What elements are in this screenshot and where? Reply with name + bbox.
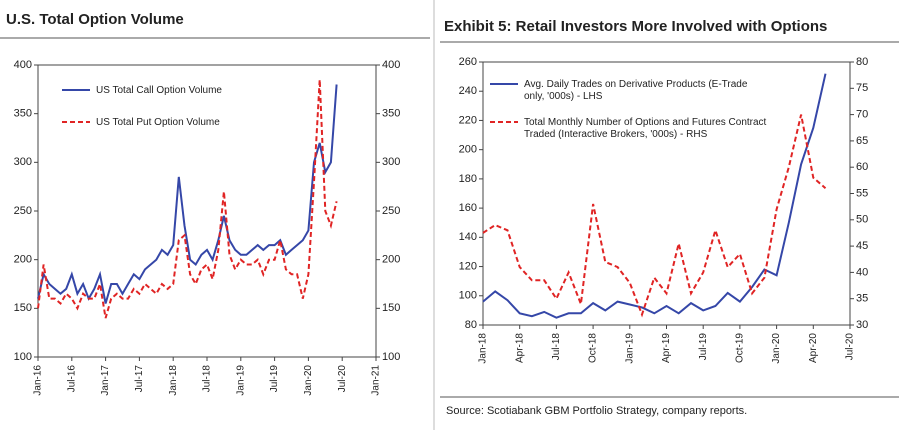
y2-tick-label: 40 [856, 266, 868, 278]
y2-tick-label: 75 [856, 82, 868, 94]
x-tick-label: Jan-20 [303, 365, 314, 396]
y2-tick-label: 350 [382, 108, 400, 120]
x-tick-label: Oct-19 [735, 333, 746, 363]
y2-tick-label: 65 [856, 135, 868, 147]
y2-tick-label: 100 [382, 351, 400, 363]
y-tick-label: 260 [459, 56, 477, 68]
x-tick-label: Jul-20 [845, 333, 856, 361]
y-tick-label: 220 [459, 114, 477, 126]
x-tick-label: Jan-17 [100, 365, 111, 396]
x-tick-label: Apr-19 [661, 333, 672, 363]
x-tick-label: Jan-19 [624, 333, 635, 364]
legend-label: Avg. Daily Trades on Derivative Products… [524, 79, 748, 102]
chart-title: Exhibit 5: Retail Investors More Involve… [444, 18, 827, 35]
x-tick-label: Jan-16 [33, 365, 44, 396]
y-tick-label: 240 [459, 85, 477, 97]
y-tick-label: 80 [465, 319, 477, 331]
y-tick-label: 180 [459, 173, 477, 185]
y2-tick-label: 45 [856, 240, 868, 252]
x-tick-label: Jan-21 [371, 365, 382, 396]
y2-tick-label: 60 [856, 161, 868, 173]
series-line [37, 84, 338, 304]
series-line [37, 79, 338, 319]
x-tick-label: Apr-18 [514, 333, 525, 363]
x-tick-label: Jul-18 [202, 365, 213, 393]
y2-tick-label: 35 [856, 293, 868, 305]
y2-tick-label: 30 [856, 319, 868, 331]
x-tick-label: Jul-17 [134, 365, 145, 393]
y2-tick-label: 55 [856, 187, 868, 199]
y-tick-label: 140 [459, 231, 477, 243]
legend-label: US Total Call Option Volume [96, 85, 222, 96]
y2-tick-label: 150 [382, 302, 400, 314]
y-tick-label: 300 [14, 156, 32, 168]
x-tick-label: Jul-16 [66, 365, 77, 393]
x-tick-label: Jul-19 [698, 333, 709, 361]
y2-tick-label: 250 [382, 205, 400, 217]
y2-tick-label: 300 [382, 156, 400, 168]
y-tick-label: 350 [14, 108, 32, 120]
legend-label: US Total Put Option Volume [96, 117, 220, 128]
legend-label: Total Monthly Number of Options and Futu… [524, 117, 767, 140]
y2-tick-label: 50 [856, 214, 868, 226]
source-note: Source: Scotiabank GBM Portfolio Strateg… [446, 405, 747, 417]
y-tick-label: 120 [459, 260, 477, 272]
y-tick-label: 100 [459, 290, 477, 302]
y2-tick-label: 200 [382, 254, 400, 266]
x-tick-label: Jul-18 [551, 333, 562, 361]
y2-tick-label: 400 [382, 59, 400, 71]
x-tick-label: Jan-20 [771, 333, 782, 364]
y-tick-label: 160 [459, 202, 477, 214]
chart-title: U.S. Total Option Volume [6, 11, 184, 28]
series-line [482, 73, 827, 319]
y-tick-label: 100 [14, 351, 32, 363]
x-tick-label: Oct-18 [588, 333, 599, 363]
y-tick-label: 250 [14, 205, 32, 217]
y-tick-label: 200 [459, 144, 477, 156]
y2-tick-label: 70 [856, 109, 868, 121]
x-tick-label: Apr-20 [808, 333, 819, 363]
y-tick-label: 400 [14, 59, 32, 71]
y2-tick-label: 80 [856, 56, 868, 68]
y-tick-label: 200 [14, 254, 32, 266]
x-tick-label: Jan-19 [235, 365, 246, 396]
x-tick-label: Jul-19 [269, 365, 280, 393]
x-tick-label: Jul-20 [337, 365, 348, 393]
x-tick-label: Jan-18 [478, 333, 489, 364]
x-tick-label: Jan-18 [168, 365, 179, 396]
series-line [482, 114, 827, 318]
y-tick-label: 150 [14, 302, 32, 314]
